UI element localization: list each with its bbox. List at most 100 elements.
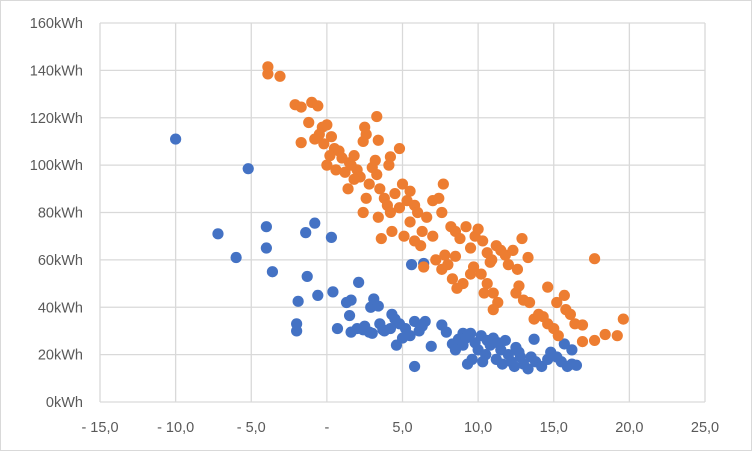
y-tick-label: 0kWh bbox=[46, 395, 83, 411]
data-point-series-1 bbox=[212, 228, 224, 240]
data-point-series-2 bbox=[433, 192, 445, 204]
data-point-series-2 bbox=[542, 281, 554, 293]
data-point-series-2 bbox=[477, 235, 489, 247]
data-point-series-1 bbox=[425, 340, 437, 352]
data-point-series-1 bbox=[566, 344, 578, 356]
y-axis-labels: 0kWh 20kWh 40kWh 60kWh 80kWh 100kWh 120kWh 140k… bbox=[30, 16, 83, 411]
data-point-series-2 bbox=[558, 289, 570, 302]
data-point-series-2 bbox=[372, 211, 384, 223]
data-point-series-2 bbox=[487, 287, 499, 299]
data-point-series-2 bbox=[375, 232, 387, 245]
data-point-series-2 bbox=[449, 250, 462, 262]
data-point-series-1 bbox=[301, 270, 313, 283]
data-point-series-2 bbox=[348, 173, 360, 185]
data-point-series-2 bbox=[513, 280, 525, 292]
data-point-series-2 bbox=[325, 131, 338, 143]
data-point-series-1 bbox=[416, 320, 428, 332]
data-point-series-2 bbox=[617, 313, 629, 325]
data-point-series-2 bbox=[363, 178, 375, 190]
data-point-series-2 bbox=[393, 142, 406, 155]
data-point-series-1 bbox=[170, 133, 182, 145]
data-point-series-1 bbox=[466, 353, 478, 365]
x-tick-label: 20,0 bbox=[615, 420, 643, 436]
data-point-series-2 bbox=[262, 68, 274, 80]
data-point-series-1 bbox=[525, 351, 537, 363]
data-point-series-1 bbox=[481, 334, 493, 347]
data-point-series-1 bbox=[331, 322, 344, 335]
data-point-series-2 bbox=[569, 318, 581, 330]
data-point-series-2 bbox=[475, 268, 487, 280]
x-tick-label: - bbox=[324, 420, 329, 436]
y-tick-label: 120kWh bbox=[30, 111, 83, 127]
data-point-series-2 bbox=[516, 232, 528, 245]
data-point-series-2 bbox=[522, 251, 534, 264]
data-point-series-1 bbox=[325, 231, 338, 243]
data-point-series-2 bbox=[360, 128, 372, 140]
data-point-series-2 bbox=[404, 185, 416, 197]
y-tick-label: 20kWh bbox=[38, 348, 83, 364]
data-point-series-2 bbox=[418, 261, 430, 273]
data-point-series-2 bbox=[274, 70, 286, 82]
data-point-series-1 bbox=[405, 259, 418, 271]
data-point-series-1 bbox=[300, 227, 312, 239]
data-point-series-1 bbox=[242, 163, 254, 175]
data-point-series-2 bbox=[436, 206, 448, 219]
data-point-series-2 bbox=[318, 138, 330, 150]
data-point-series-1 bbox=[396, 332, 409, 344]
y-tick-label: 160kWh bbox=[30, 16, 83, 32]
data-point-series-2 bbox=[430, 254, 442, 266]
data-point-series-2 bbox=[342, 183, 354, 195]
data-point-series-1 bbox=[309, 217, 321, 229]
data-point-series-2 bbox=[321, 159, 333, 171]
data-point-series-2 bbox=[439, 249, 451, 261]
data-point-series-2 bbox=[374, 183, 386, 195]
data-point-series-1 bbox=[513, 346, 525, 358]
data-points bbox=[170, 61, 629, 375]
data-point-series-1 bbox=[351, 322, 363, 335]
data-point-series-2 bbox=[386, 225, 398, 238]
data-point-series-2 bbox=[412, 206, 424, 219]
data-point-series-2 bbox=[404, 216, 416, 228]
x-tick-label: 15,0 bbox=[540, 420, 568, 436]
x-tick-label: - 5,0 bbox=[237, 420, 266, 436]
y-tick-label: 80kWh bbox=[38, 206, 83, 222]
data-point-series-1 bbox=[312, 289, 324, 302]
data-point-series-2 bbox=[551, 296, 563, 309]
x-tick-label: 5,0 bbox=[392, 420, 412, 436]
y-tick-label: 40kWh bbox=[38, 300, 83, 316]
data-point-series-2 bbox=[599, 328, 611, 341]
data-point-series-2 bbox=[303, 116, 315, 129]
x-tick-label: 25,0 bbox=[691, 420, 719, 436]
data-point-series-1 bbox=[496, 358, 508, 370]
x-tick-label: 10,0 bbox=[464, 420, 492, 436]
data-point-series-2 bbox=[345, 159, 357, 171]
data-point-series-1 bbox=[409, 360, 421, 373]
data-point-series-2 bbox=[588, 334, 601, 347]
data-point-series-1 bbox=[260, 242, 272, 254]
data-point-series-1 bbox=[292, 295, 304, 307]
data-point-series-1 bbox=[372, 300, 384, 312]
data-point-series-2 bbox=[324, 150, 336, 162]
data-point-series-2 bbox=[464, 242, 477, 254]
y-tick-label: 140kWh bbox=[30, 63, 83, 79]
data-point-series-2 bbox=[523, 296, 536, 309]
data-point-series-2 bbox=[357, 206, 369, 219]
data-point-series-1 bbox=[522, 363, 534, 375]
data-point-series-1 bbox=[389, 313, 401, 325]
data-point-series-2 bbox=[427, 230, 439, 242]
data-point-series-1 bbox=[464, 327, 477, 339]
data-point-series-1 bbox=[327, 286, 339, 298]
data-point-series-1 bbox=[260, 221, 272, 233]
data-point-series-2 bbox=[467, 261, 480, 273]
data-point-series-1 bbox=[230, 251, 242, 264]
x-tick-label: - 10,0 bbox=[157, 420, 194, 436]
data-point-series-2 bbox=[309, 133, 321, 145]
data-point-series-1 bbox=[457, 339, 469, 351]
data-point-series-1 bbox=[291, 325, 303, 337]
data-point-series-2 bbox=[454, 232, 466, 245]
y-tick-label: 60kWh bbox=[38, 253, 83, 269]
data-point-series-1 bbox=[343, 309, 356, 322]
data-point-series-2 bbox=[442, 259, 454, 271]
